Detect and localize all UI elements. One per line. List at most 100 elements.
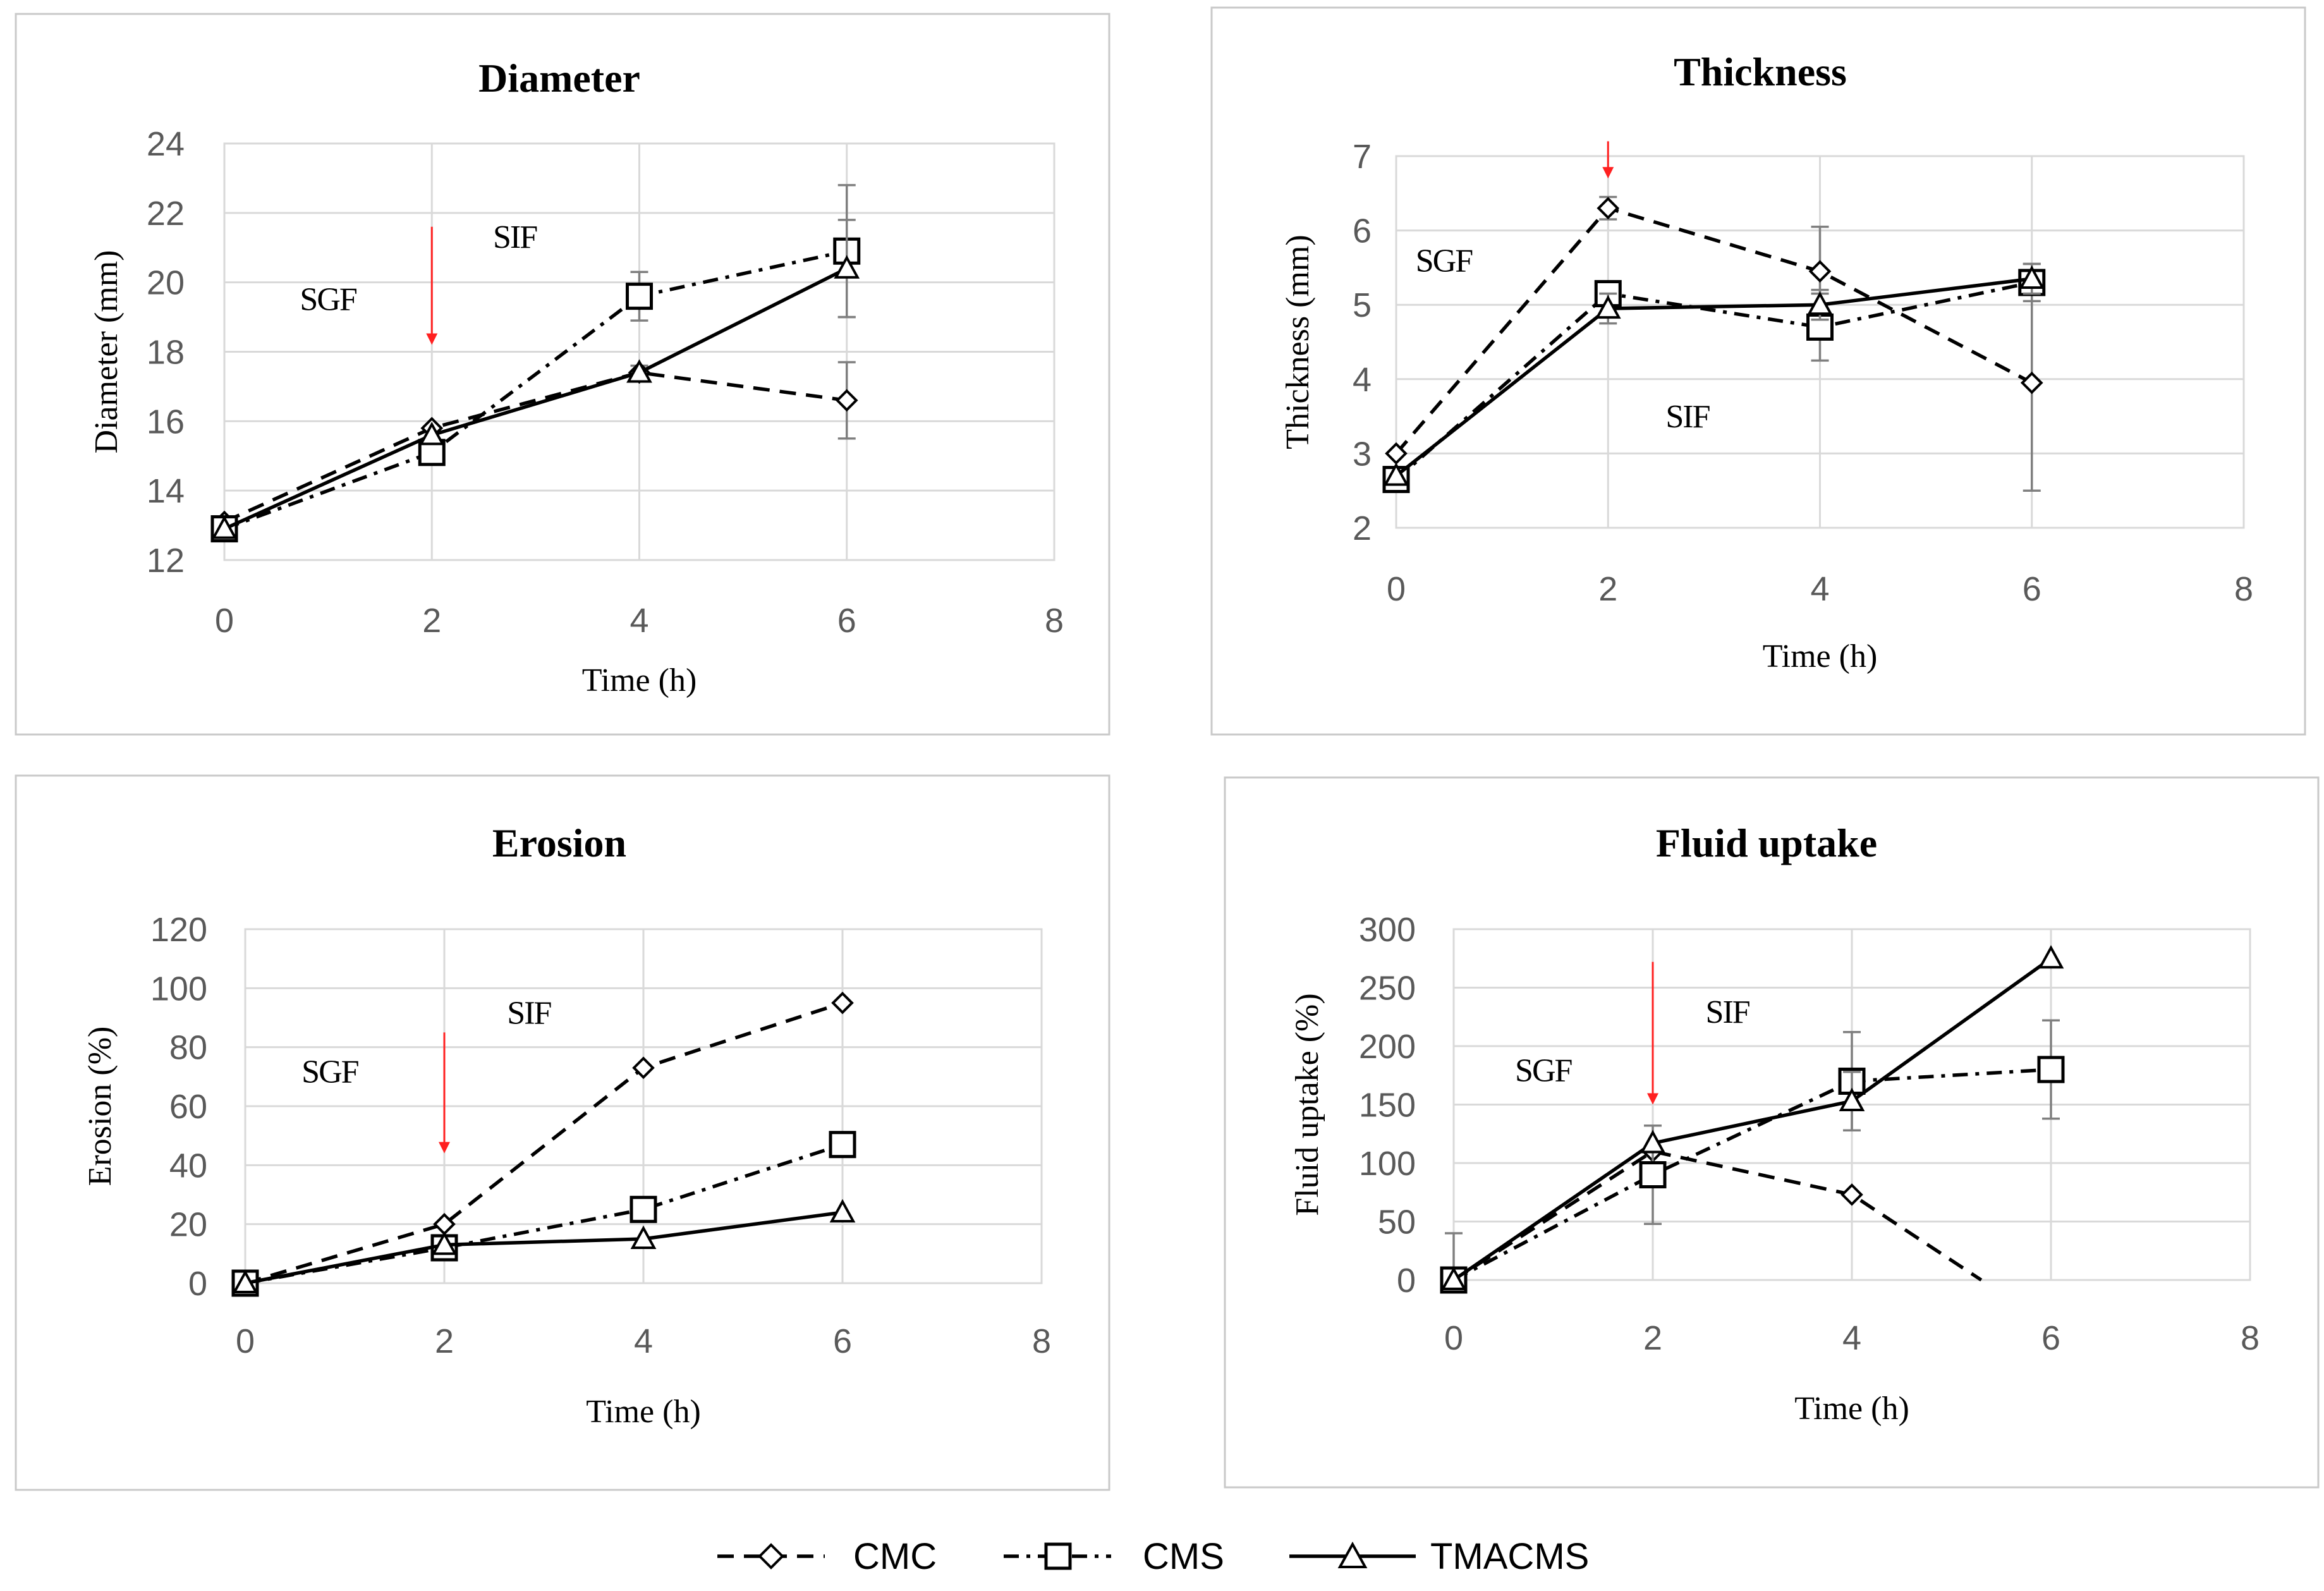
data-point-triangle — [630, 1225, 657, 1249]
data-point-triangle — [626, 359, 652, 383]
series-tmacms — [232, 1198, 856, 1293]
series-line-cms — [1452, 1068, 2052, 1282]
data-point-diamond — [1808, 260, 1832, 283]
x-tick-label: 6 — [833, 1322, 852, 1360]
legend-entry-tmacms: TMACMS — [1289, 1536, 1589, 1577]
x-tick-label: 4 — [1842, 1319, 1861, 1357]
y-tick-label: 20 — [169, 1206, 207, 1244]
data-point-square — [630, 1195, 657, 1223]
x-tick-label: 2 — [435, 1322, 454, 1360]
data-point-triangle — [1595, 295, 1621, 319]
series-line-cmc — [1394, 206, 2033, 455]
series-line-cmc — [223, 370, 848, 524]
series-line-tmacms — [245, 1210, 843, 1285]
y-axis-label: Thickness (mm) — [1280, 235, 1316, 449]
phase-annotation-sgf: SGF — [300, 282, 356, 318]
panel-frame — [1224, 776, 2320, 1489]
chart-title: Erosion — [492, 820, 626, 865]
x-axis-label: Time (h) — [1763, 638, 1878, 674]
x-axis-label: Time (h) — [1794, 1391, 1909, 1427]
data-point-square — [1639, 1161, 1667, 1188]
x-tick-label: 4 — [1810, 570, 1829, 608]
chart-title: Thickness — [1674, 49, 1847, 94]
y-axis-label: Fluid uptake (%) — [1289, 993, 1325, 1216]
data-point-square — [2037, 1056, 2065, 1083]
x-tick-label: 6 — [837, 602, 856, 640]
x-tick-label: 0 — [1387, 570, 1406, 608]
data-point-triangle — [1839, 1087, 1865, 1111]
series-cmc — [1385, 195, 2043, 492]
series-line-tmacms — [1395, 277, 2033, 477]
chart-title: Diameter — [478, 56, 640, 101]
y-tick-label: 60 — [169, 1088, 207, 1126]
y-tick-label: 3 — [1353, 435, 1372, 473]
series-line-tmacms — [1452, 957, 2052, 1282]
y-tick-label: 0 — [188, 1265, 207, 1303]
arrow-head — [439, 1142, 450, 1154]
legend-label-cms: CMS — [1143, 1536, 1224, 1577]
y-tick-label: 20 — [147, 264, 185, 302]
y-tick-label: 40 — [169, 1147, 207, 1185]
data-point-triangle — [1383, 462, 1409, 486]
data-point-triangle — [418, 422, 445, 446]
legend-marker-diamond — [758, 1543, 784, 1570]
phase-annotation-sgf: SGF — [1515, 1053, 1572, 1089]
y-tick-label: 50 — [1378, 1204, 1416, 1241]
plot-area — [244, 928, 1043, 1284]
data-point-square — [626, 283, 653, 310]
data-point-triangle — [829, 1198, 856, 1222]
y-tick-label: 24 — [147, 125, 185, 163]
y-tick-label: 22 — [147, 195, 185, 233]
x-tick-label: 0 — [215, 602, 234, 640]
arrow-head — [1602, 167, 1614, 179]
data-point-triangle — [232, 1269, 259, 1293]
data-point-triangle — [1807, 291, 1833, 315]
x-tick-label: 6 — [2023, 570, 2041, 608]
plot-area — [223, 142, 1056, 561]
x-tick-label: 8 — [2234, 570, 2253, 608]
legend-entry-cmc: CMC — [717, 1536, 937, 1577]
y-tick-label: 100 — [150, 970, 207, 1008]
phase-annotation-sif: SIF — [1665, 399, 1710, 435]
x-tick-label: 0 — [236, 1322, 255, 1360]
x-tick-label: 4 — [630, 602, 648, 640]
data-point-triangle — [2038, 945, 2064, 969]
y-tick-label: 16 — [147, 403, 185, 441]
legend-marker-triangle — [1337, 1541, 1368, 1568]
chart-panel-fluid-uptake: 0 50 100 150 200 250 300 0 2 4 6 8 Fluid uptake Time … — [1224, 776, 2320, 1489]
y-tick-label: 200 — [1359, 1028, 1416, 1066]
y-tick-label: 6 — [1353, 212, 1372, 250]
x-tick-label: 0 — [1444, 1319, 1463, 1357]
data-point-square — [829, 1131, 856, 1159]
series-tmacms — [1440, 945, 2064, 1290]
data-point-diamond — [632, 1056, 655, 1080]
y-tick-label: 14 — [147, 472, 185, 510]
legend: CMC CMS TMACMS — [717, 1536, 1589, 1577]
y-axis-label: Diameter (mm) — [88, 250, 125, 454]
x-tick-label: 8 — [1045, 602, 1064, 640]
y-tick-label: 2 — [1353, 509, 1372, 547]
phase-annotation-sgf: SGF — [1416, 243, 1473, 279]
y-axis-label: Erosion (%) — [82, 1027, 118, 1186]
phase-annotation-sif: SIF — [507, 995, 551, 1031]
data-point-diamond — [1840, 1183, 1863, 1206]
legend-marker-square — [1044, 1542, 1072, 1570]
series-line-tmacms — [223, 267, 848, 531]
y-tick-label: 18 — [147, 334, 185, 372]
series-line-cmc — [1452, 1149, 1983, 1282]
legend-label-cmc: CMC — [853, 1536, 937, 1577]
chart-title: Fluid uptake — [1656, 820, 1877, 865]
y-tick-label: 7 — [1353, 138, 1372, 176]
phase-annotation-sif: SIF — [493, 219, 537, 255]
phase-annotation-sgf: SGF — [301, 1054, 358, 1090]
panel-frame — [1210, 6, 2306, 736]
data-point-triangle — [211, 515, 238, 539]
data-point-triangle — [834, 255, 860, 279]
plot-area — [1395, 155, 2245, 529]
data-point-diamond — [835, 389, 858, 412]
arrow-head — [426, 333, 438, 345]
y-tick-label: 12 — [147, 542, 185, 580]
